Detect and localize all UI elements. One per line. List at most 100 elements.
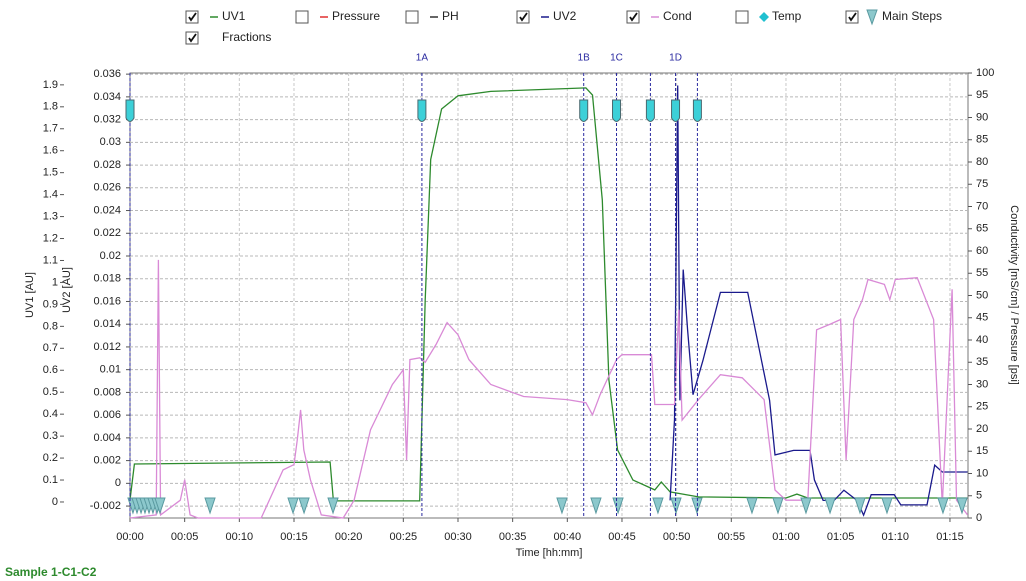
y3-tick-label: 0	[976, 512, 982, 524]
main-step	[956, 497, 968, 515]
x-tick-label: 01:05	[827, 531, 855, 543]
y3-tick-label: 35	[976, 356, 988, 368]
fraction-tube	[612, 99, 622, 122]
x-tick-label: 00:50	[663, 531, 691, 543]
fraction-tube	[692, 99, 702, 122]
x-tick-label: 00:05	[171, 531, 199, 543]
legend-check	[519, 12, 528, 22]
legend-checkbox[interactable]	[845, 10, 859, 24]
y-tick-label: 1.2	[43, 232, 58, 244]
sample-name: Sample 1-C1-C2	[5, 565, 97, 579]
x-tick-label: 00:10	[226, 531, 254, 543]
legend-checkbox[interactable]	[405, 10, 419, 24]
y3-tick-label: 40	[976, 334, 988, 346]
y-tick-label: 1	[52, 276, 58, 288]
y-tick-label: 0.6	[43, 364, 58, 376]
y2-tick-label: 0.016	[93, 295, 121, 307]
legend-checkbox[interactable]	[735, 10, 749, 24]
legend-checkbox[interactable]	[185, 31, 199, 45]
legend-checkbox[interactable]	[516, 10, 530, 24]
legend-label: Fractions	[222, 30, 271, 44]
series-line	[129, 259, 969, 519]
main-step	[612, 497, 624, 515]
series-line	[129, 87, 968, 502]
y-tick-label: 0.9	[43, 298, 58, 310]
y-tick-label: 1.7	[43, 123, 58, 135]
main-step	[824, 497, 836, 515]
y3-tick-label: 55	[976, 267, 988, 279]
fraction-label: 1B	[578, 53, 591, 64]
x-tick-label: 00:40	[554, 531, 582, 543]
x-tick-label: 01:15	[936, 531, 964, 543]
main-step	[881, 497, 893, 515]
legend-check	[848, 12, 857, 22]
y3-tick-label: 5	[976, 490, 982, 502]
fraction-tube	[671, 99, 681, 122]
x-tick-label: 00:25	[390, 531, 418, 543]
y2-tick-label: 0.014	[93, 318, 121, 330]
y3-tick-label: 80	[976, 156, 988, 168]
y2-tick-label: 0.01	[100, 364, 121, 376]
y-tick-label: 1.4	[43, 189, 58, 201]
y2-tick-label: 0.034	[93, 91, 121, 103]
y-axis-title: UV1 [AU]	[24, 272, 36, 318]
y-tick-label: 0.3	[43, 430, 58, 442]
y-tick-label: 0	[52, 496, 58, 508]
y-tick-label: 0.2	[43, 452, 58, 464]
main-step	[204, 497, 216, 515]
y-tick-label: 0.5	[43, 386, 58, 398]
y-tick-label: 1.3	[43, 210, 58, 222]
main-step	[154, 497, 166, 515]
y3-tick-label: 25	[976, 401, 988, 413]
y2-axis-title: UV2 [AU]	[61, 267, 73, 313]
y2-tick-label: 0.012	[93, 341, 121, 353]
legend-label: Pressure	[332, 9, 380, 23]
main-step	[590, 497, 602, 515]
x-tick-label: 01:10	[882, 531, 910, 543]
y2-tick-label: 0.026	[93, 182, 121, 194]
main-step	[287, 497, 299, 515]
main-step	[556, 497, 568, 515]
main-step	[854, 497, 866, 515]
x-tick-label: 00:15	[280, 531, 308, 543]
y2-tick-label: 0.036	[93, 68, 121, 80]
fraction-tube	[125, 99, 135, 122]
legend-label: PH	[442, 9, 459, 23]
y2-tick-label: 0.004	[93, 432, 121, 444]
y-tick-label: 1.1	[43, 254, 58, 266]
y3-tick-label: 20	[976, 423, 988, 435]
legend-checkbox[interactable]	[626, 10, 640, 24]
legend-label: Cond	[663, 9, 692, 23]
legend-label: UV2	[553, 9, 577, 23]
y3-tick-label: 45	[976, 312, 988, 324]
fraction-label: 1A	[416, 53, 429, 64]
y3-tick-label: 95	[976, 89, 988, 101]
y3-tick-label: 75	[976, 178, 988, 190]
x-tick-label: 00:35	[499, 531, 527, 543]
y3-tick-label: 70	[976, 200, 988, 212]
legend-checkbox[interactable]	[295, 10, 309, 24]
y3-tick-label: 65	[976, 223, 988, 235]
y3-tick-label: 15	[976, 445, 988, 457]
y2-tick-label: 0.006	[93, 409, 121, 421]
legend-check	[188, 12, 197, 22]
y2-tick-label: 0.008	[93, 386, 121, 398]
legend-check	[188, 33, 197, 43]
x-tick-label: 00:45	[608, 531, 636, 543]
legend-checkbox[interactable]	[185, 10, 199, 24]
x-tick-label: 00:30	[444, 531, 472, 543]
y-tick-label: 1.6	[43, 145, 58, 157]
y-tick-label: 0.8	[43, 320, 58, 332]
fraction-label: 1D	[669, 53, 682, 64]
legend-swatch	[759, 12, 769, 22]
y-tick-label: 0.1	[43, 474, 58, 486]
main-step	[746, 497, 758, 515]
y2-tick-label: 0.028	[93, 159, 121, 171]
y3-tick-label: 10	[976, 467, 988, 479]
y2-tick-label: 0	[115, 477, 121, 489]
legend-label: Temp	[772, 9, 802, 23]
legend-check	[629, 12, 638, 22]
plot-area	[129, 72, 969, 519]
y3-tick-label: 50	[976, 289, 988, 301]
legend-swatch	[866, 9, 878, 26]
